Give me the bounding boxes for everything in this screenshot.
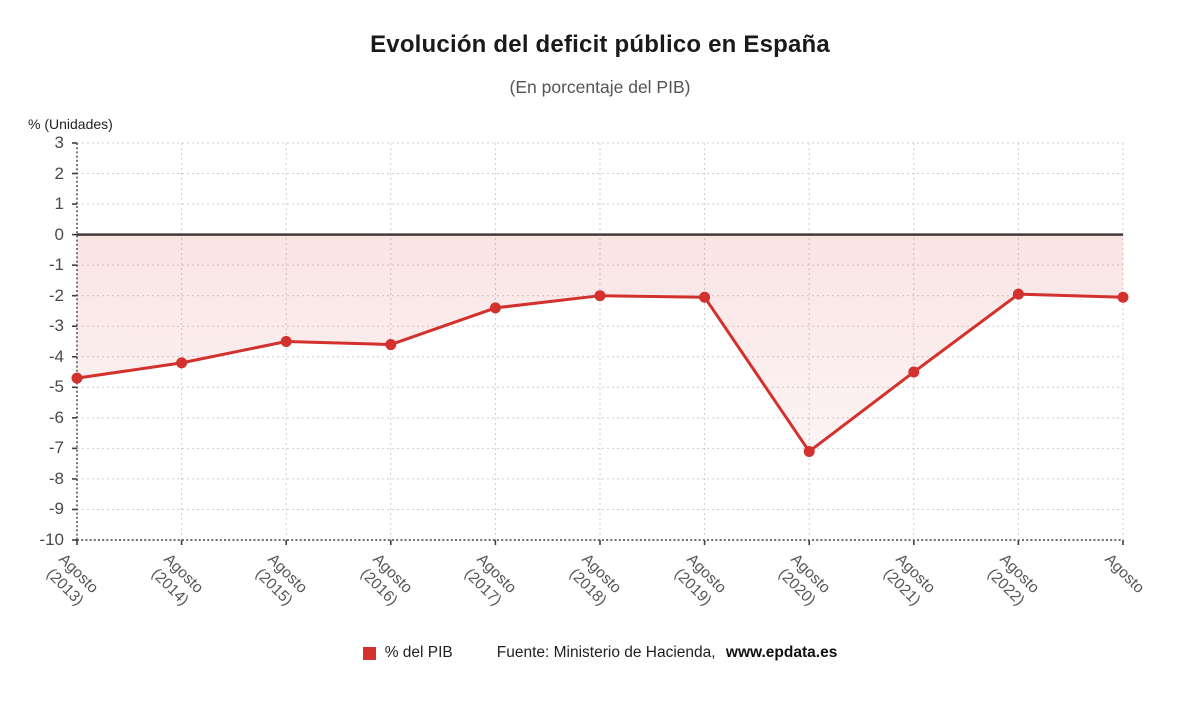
x-tick-label: Agosto (2016) [356,550,416,610]
data-point [803,445,815,457]
x-tick-label: Agosto (2019) [670,550,730,610]
y-tick-label: 3 [54,133,64,152]
data-points [71,288,1129,457]
x-tick-label: Agosto (2015) [251,550,311,610]
y-tick-label: -1 [48,255,64,275]
y-tick-label: 2 [54,163,64,183]
x-tick-label: Agosto [1101,550,1148,597]
gridlines [76,142,1124,541]
source-link: www.epdata.es [725,644,838,661]
chart-footer: % del PIB Fuente: Ministerio de Hacienda… [0,644,1200,662]
data-point [1117,291,1129,303]
x-tick-label: Agosto (2018) [565,550,625,610]
y-tick-label: -6 [48,407,64,427]
data-point [280,336,292,347]
data-point [176,357,188,369]
x-tick-label: Agosto (2014) [147,550,207,610]
data-point [908,366,920,378]
x-tick-label: Agosto (2017) [461,550,520,610]
series-area-fill [77,234,1123,452]
y-tick-label: -5 [48,377,64,397]
data-point [71,372,83,384]
legend-item: % del PIB [362,644,453,662]
legend-label: % del PIB [384,644,453,661]
legend-color-swatch [362,646,376,660]
x-tick-label: Agosto (2013) [42,550,102,610]
series-line [75,292,1125,453]
x-tick-label: Agosto (2022) [984,550,1043,610]
x-tick-label: Agosto (2021) [879,550,939,610]
y-tick-label: -2 [48,285,64,305]
y-tick-label: -4 [48,346,64,366]
source-prefix: Fuente: Ministerio de Hacienda, [496,644,716,661]
axis-ticks [72,142,1124,545]
y-tick-label: -9 [48,499,64,519]
data-point [1012,288,1024,300]
y-tick-label: -8 [48,468,64,488]
y-tick-label: 1 [54,194,64,214]
y-axis-unit-label: % (Unidades) [28,116,113,132]
x-tick-label: Agosto (2020) [774,550,834,610]
data-point [385,339,397,351]
data-point [699,291,711,303]
source-text: Fuente: Ministerio de Hacienda, www.epda… [497,644,838,662]
y-tick-label: -7 [48,438,64,458]
data-point [489,302,501,314]
y-tick-label: 0 [54,224,64,244]
chart-title: Evolución del deficit público en España [370,31,830,58]
y-tick-label: -3 [48,316,64,336]
data-point [594,290,606,302]
y-tick-label: -10 [39,530,64,549]
chart-subtitle: (En porcentaje del PIB) [509,77,691,97]
